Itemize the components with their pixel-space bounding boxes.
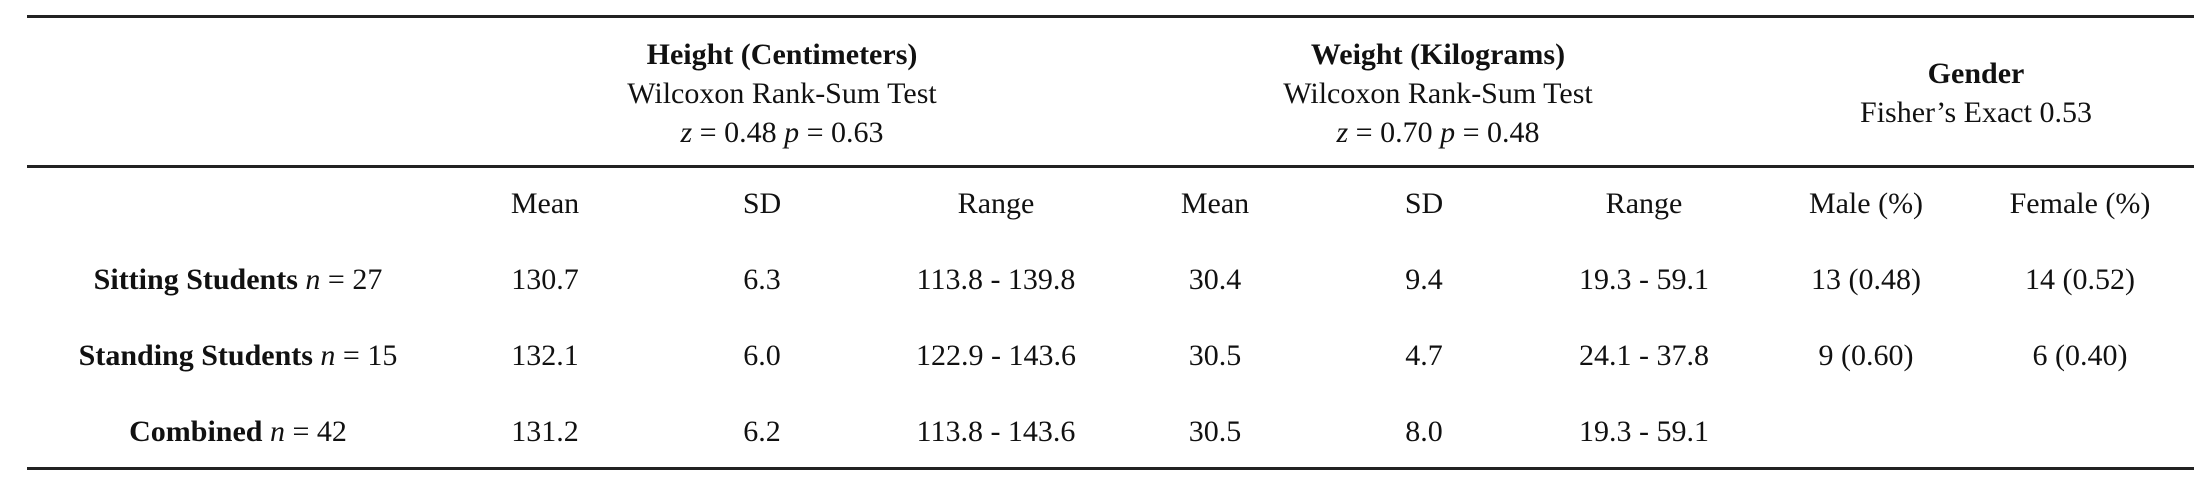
group-title: Weight (Kilograms) (1310, 38, 1566, 71)
table-cell: 13 (0.48) (1811, 263, 1921, 296)
table-cell: 6.2 (743, 415, 781, 448)
col-header-weight-mean: Mean (1180, 187, 1250, 220)
table-top-rule (27, 15, 2194, 18)
col-header-height-range: Range (957, 187, 1035, 220)
table-cell: 6 (0.40) (2032, 339, 2128, 372)
col-header-weight-sd: SD (1404, 187, 1444, 220)
z-value: = 0.70 (1348, 116, 1441, 149)
table-cell: 122.9 - 143.6 (916, 339, 1076, 372)
z-symbol: z (680, 116, 693, 149)
table-cell: 9 (0.60) (1818, 339, 1914, 372)
row-label-text: Standing Students (78, 339, 313, 372)
n-value: = 15 (335, 339, 398, 372)
z-symbol: z (1336, 116, 1349, 149)
table-cell: 132.1 (511, 339, 579, 372)
table-cell: 6.3 (743, 263, 781, 296)
col-header-female: Female (%) (2009, 187, 2151, 220)
p-symbol: p (1440, 116, 1456, 149)
group-header-height: Height (Centimeters) Wilcoxon Rank-Sum T… (552, 35, 1012, 152)
table-cell: 131.2 (511, 415, 579, 448)
table-cell: 30.4 (1188, 263, 1242, 296)
col-header-male: Male (%) (1808, 187, 1924, 220)
col-header-weight-range: Range (1605, 187, 1683, 220)
table-cell: 8.0 (1405, 415, 1443, 448)
group-test: Wilcoxon Rank-Sum Test (627, 77, 937, 110)
row-label-standing: Standing Students n = 15 (79, 338, 398, 374)
p-value: = 0.63 (799, 116, 884, 149)
group-header-gender: Gender Fisher’s Exact 0.53 (1746, 54, 2203, 132)
table-cell: 14 (0.52) (2025, 263, 2135, 296)
table-cell: 113.8 - 143.6 (916, 415, 1076, 448)
table-cell: 19.3 - 59.1 (1579, 415, 1709, 448)
group-header-weight: Weight (Kilograms) Wilcoxon Rank-Sum Tes… (1208, 35, 1668, 152)
n-value: = 27 (320, 263, 383, 296)
p-value: = 0.48 (1455, 116, 1540, 149)
table-cell: 30.5 (1188, 339, 1242, 372)
table-cell: 113.8 - 139.8 (916, 263, 1076, 296)
table-cell: 19.3 - 59.1 (1579, 263, 1709, 296)
col-header-height-mean: Mean (510, 187, 580, 220)
group-stats: z = 0.70 p = 0.48 (1208, 113, 1668, 152)
p-symbol: p (784, 116, 800, 149)
n-symbol: n (269, 415, 285, 448)
row-label-text: Sitting Students (93, 263, 298, 296)
row-label-sitting: Sitting Students n = 27 (94, 262, 383, 298)
group-test: Fisher’s Exact 0.53 (1860, 96, 2092, 129)
table-cell: 6.0 (743, 339, 781, 372)
table-bottom-rule (27, 467, 2194, 470)
n-symbol: n (320, 339, 336, 372)
n-value: = 42 (284, 415, 347, 448)
n-symbol: n (305, 263, 321, 296)
col-header-height-sd: SD (742, 187, 782, 220)
table-cell: 9.4 (1405, 263, 1443, 296)
group-stats: z = 0.48 p = 0.63 (552, 113, 1012, 152)
table-cell: 30.5 (1188, 415, 1242, 448)
table-cell: 24.1 - 37.8 (1579, 339, 1709, 372)
row-label-combined: Combined n = 42 (129, 414, 347, 450)
group-test: Wilcoxon Rank-Sum Test (1283, 77, 1593, 110)
row-label-text: Combined (129, 415, 263, 448)
group-title: Gender (1927, 57, 2025, 90)
table-header-rule (27, 165, 2194, 168)
z-value: = 0.48 (692, 116, 785, 149)
table-cell: 4.7 (1405, 339, 1443, 372)
group-title: Height (Centimeters) (646, 38, 918, 71)
table-cell: 130.7 (511, 263, 579, 296)
